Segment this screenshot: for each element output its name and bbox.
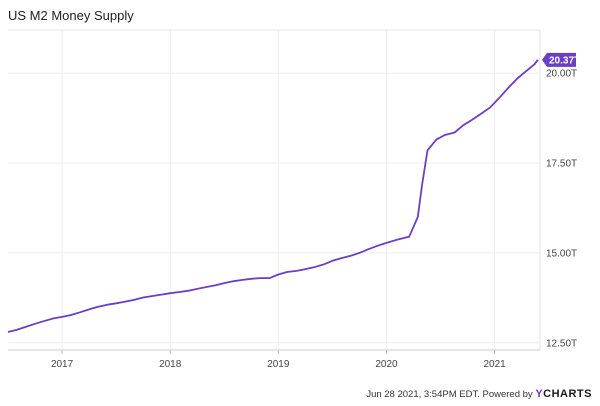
last-value-label: 20.37T <box>549 55 580 66</box>
ycharts-logo[interactable]: YCHARTS <box>535 388 592 400</box>
m2-series-line <box>7 59 539 333</box>
chart-title: US M2 Money Supply <box>8 8 134 23</box>
y-tick-label: 12.50T <box>546 338 577 349</box>
ycharts-logo-y: Y <box>535 388 544 400</box>
x-tick-label: 2018 <box>159 359 182 370</box>
chart-footer: Jun 28 2021, 3:54PM EDT. Powered by YCHA… <box>366 388 592 400</box>
x-axis-ticks: 2017 2018 2019 2020 2021 <box>51 350 506 370</box>
x-tick-label: 2017 <box>51 359 74 370</box>
y-axis-ticks: 12.50T 15.00T 17.50T 20.00T <box>546 69 577 350</box>
x-tick-label: 2020 <box>375 359 398 370</box>
last-value-badge <box>542 52 576 67</box>
grid-lines <box>8 29 541 351</box>
footer-powered-by: Powered by <box>482 389 533 400</box>
last-value-marker: 20.37T <box>542 52 580 67</box>
ycharts-logo-rest: CHARTS <box>543 388 592 400</box>
footer-timestamp: Jun 28 2021, 3:54PM EDT. <box>366 389 480 400</box>
y-tick-label: 17.50T <box>546 159 577 170</box>
y-tick-label: 15.00T <box>546 248 577 259</box>
x-tick-label: 2021 <box>483 359 506 370</box>
x-tick-label: 2019 <box>267 359 290 370</box>
y-tick-label: 20.00T <box>546 69 577 80</box>
